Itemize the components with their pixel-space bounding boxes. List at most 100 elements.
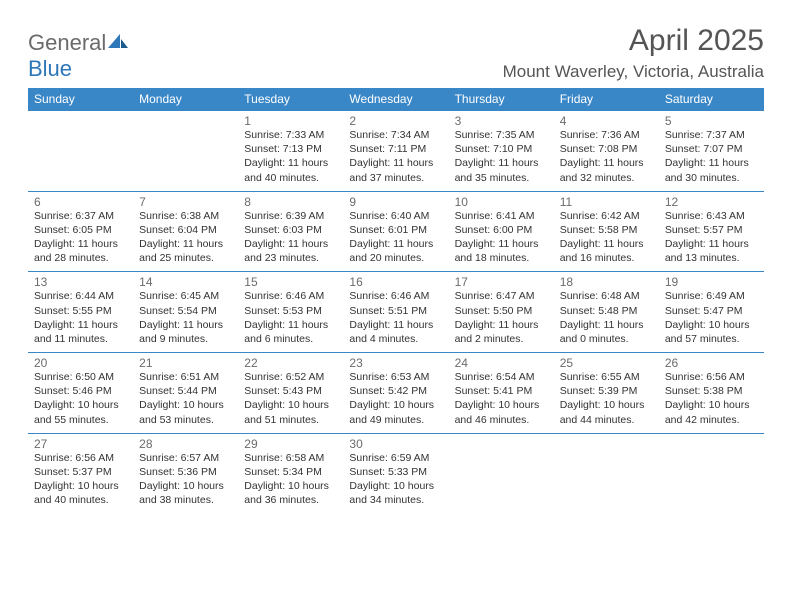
day-number-cell: 6 bbox=[28, 191, 133, 209]
daylight-text-2: and 44 minutes. bbox=[560, 413, 653, 427]
daylight-text-1: Daylight: 10 hours bbox=[455, 398, 548, 412]
month-title: April 2025 bbox=[503, 24, 764, 58]
sunset-text: Sunset: 6:03 PM bbox=[244, 223, 337, 237]
sunrise-text: Sunrise: 6:46 AM bbox=[349, 289, 442, 303]
daylight-text-2: and 4 minutes. bbox=[349, 332, 442, 346]
sunrise-text: Sunrise: 6:52 AM bbox=[244, 370, 337, 384]
day-data-cell: Sunrise: 6:46 AMSunset: 5:51 PMDaylight:… bbox=[343, 289, 448, 352]
daylight-text-2: and 46 minutes. bbox=[455, 413, 548, 427]
day-number-cell: 19 bbox=[659, 272, 764, 290]
day-number-cell: 28 bbox=[133, 433, 238, 451]
day-number-cell: 8 bbox=[238, 191, 343, 209]
daylight-text-2: and 18 minutes. bbox=[455, 251, 548, 265]
daylight-text-1: Daylight: 10 hours bbox=[34, 398, 127, 412]
day-data-cell: Sunrise: 6:59 AMSunset: 5:33 PMDaylight:… bbox=[343, 451, 448, 514]
daylight-text-2: and 38 minutes. bbox=[139, 493, 232, 507]
sunset-text: Sunset: 5:38 PM bbox=[665, 384, 758, 398]
day-data-cell: Sunrise: 6:41 AMSunset: 6:00 PMDaylight:… bbox=[449, 209, 554, 272]
sunset-text: Sunset: 6:04 PM bbox=[139, 223, 232, 237]
day-data-cell: Sunrise: 6:52 AMSunset: 5:43 PMDaylight:… bbox=[238, 370, 343, 433]
day-number-cell: 27 bbox=[28, 433, 133, 451]
day-number-cell: 24 bbox=[449, 353, 554, 371]
week-data-row: Sunrise: 6:44 AMSunset: 5:55 PMDaylight:… bbox=[28, 289, 764, 352]
sunrise-text: Sunrise: 6:58 AM bbox=[244, 451, 337, 465]
sunrise-text: Sunrise: 6:40 AM bbox=[349, 209, 442, 223]
sunset-text: Sunset: 7:07 PM bbox=[665, 142, 758, 156]
day-data-cell bbox=[28, 128, 133, 191]
day-data-cell: Sunrise: 6:43 AMSunset: 5:57 PMDaylight:… bbox=[659, 209, 764, 272]
sunset-text: Sunset: 5:43 PM bbox=[244, 384, 337, 398]
daylight-text-1: Daylight: 11 hours bbox=[139, 318, 232, 332]
day-data-cell: Sunrise: 6:44 AMSunset: 5:55 PMDaylight:… bbox=[28, 289, 133, 352]
day-number-cell: 1 bbox=[238, 111, 343, 129]
week-data-row: Sunrise: 6:56 AMSunset: 5:37 PMDaylight:… bbox=[28, 451, 764, 514]
daylight-text-1: Daylight: 10 hours bbox=[560, 398, 653, 412]
sunrise-text: Sunrise: 6:45 AM bbox=[139, 289, 232, 303]
daylight-text-1: Daylight: 11 hours bbox=[455, 237, 548, 251]
sunset-text: Sunset: 5:46 PM bbox=[34, 384, 127, 398]
day-number-cell: 21 bbox=[133, 353, 238, 371]
day-number-cell: 13 bbox=[28, 272, 133, 290]
day-number-cell bbox=[28, 111, 133, 129]
sunrise-text: Sunrise: 6:51 AM bbox=[139, 370, 232, 384]
daylight-text-2: and 13 minutes. bbox=[665, 251, 758, 265]
daylight-text-2: and 35 minutes. bbox=[455, 171, 548, 185]
day-number-cell: 22 bbox=[238, 353, 343, 371]
day-data-cell: Sunrise: 6:40 AMSunset: 6:01 PMDaylight:… bbox=[343, 209, 448, 272]
sunrise-text: Sunrise: 6:39 AM bbox=[244, 209, 337, 223]
day-data-cell: Sunrise: 7:33 AMSunset: 7:13 PMDaylight:… bbox=[238, 128, 343, 191]
day-number-cell bbox=[554, 433, 659, 451]
day-number-cell bbox=[133, 111, 238, 129]
day-number-cell: 26 bbox=[659, 353, 764, 371]
sunset-text: Sunset: 7:13 PM bbox=[244, 142, 337, 156]
day-number-cell: 18 bbox=[554, 272, 659, 290]
sunrise-text: Sunrise: 7:35 AM bbox=[455, 128, 548, 142]
daylight-text-1: Daylight: 11 hours bbox=[139, 237, 232, 251]
day-data-cell: Sunrise: 7:35 AMSunset: 7:10 PMDaylight:… bbox=[449, 128, 554, 191]
sunrise-text: Sunrise: 6:46 AM bbox=[244, 289, 337, 303]
daylight-text-1: Daylight: 10 hours bbox=[244, 479, 337, 493]
daylight-text-1: Daylight: 10 hours bbox=[139, 479, 232, 493]
weekday-header: Sunday bbox=[28, 88, 133, 111]
daylight-text-2: and 32 minutes. bbox=[560, 171, 653, 185]
daylight-text-1: Daylight: 10 hours bbox=[349, 398, 442, 412]
day-data-cell: Sunrise: 6:57 AMSunset: 5:36 PMDaylight:… bbox=[133, 451, 238, 514]
day-number-cell: 7 bbox=[133, 191, 238, 209]
daylight-text-2: and 9 minutes. bbox=[139, 332, 232, 346]
daylight-text-1: Daylight: 10 hours bbox=[244, 398, 337, 412]
weekday-header: Wednesday bbox=[343, 88, 448, 111]
sunrise-text: Sunrise: 6:53 AM bbox=[349, 370, 442, 384]
sunrise-text: Sunrise: 7:37 AM bbox=[665, 128, 758, 142]
sunrise-text: Sunrise: 6:55 AM bbox=[560, 370, 653, 384]
logo: General Blue bbox=[28, 30, 128, 82]
day-number-cell bbox=[659, 433, 764, 451]
daylight-text-2: and 25 minutes. bbox=[139, 251, 232, 265]
day-data-cell: Sunrise: 6:49 AMSunset: 5:47 PMDaylight:… bbox=[659, 289, 764, 352]
daylight-text-1: Daylight: 11 hours bbox=[244, 237, 337, 251]
day-number-cell: 11 bbox=[554, 191, 659, 209]
day-number-cell: 3 bbox=[449, 111, 554, 129]
day-number-cell: 23 bbox=[343, 353, 448, 371]
day-number-cell: 17 bbox=[449, 272, 554, 290]
day-data-cell: Sunrise: 7:34 AMSunset: 7:11 PMDaylight:… bbox=[343, 128, 448, 191]
daylight-text-2: and 40 minutes. bbox=[244, 171, 337, 185]
day-data-cell: Sunrise: 6:51 AMSunset: 5:44 PMDaylight:… bbox=[133, 370, 238, 433]
day-data-cell: Sunrise: 6:42 AMSunset: 5:58 PMDaylight:… bbox=[554, 209, 659, 272]
sunrise-text: Sunrise: 7:34 AM bbox=[349, 128, 442, 142]
day-number-cell: 16 bbox=[343, 272, 448, 290]
day-data-cell: Sunrise: 6:56 AMSunset: 5:38 PMDaylight:… bbox=[659, 370, 764, 433]
daylight-text-2: and 28 minutes. bbox=[34, 251, 127, 265]
sunset-text: Sunset: 5:44 PM bbox=[139, 384, 232, 398]
sunrise-text: Sunrise: 6:57 AM bbox=[139, 451, 232, 465]
daylight-text-2: and 11 minutes. bbox=[34, 332, 127, 346]
sunset-text: Sunset: 6:00 PM bbox=[455, 223, 548, 237]
daylight-text-2: and 42 minutes. bbox=[665, 413, 758, 427]
day-data-cell: Sunrise: 6:47 AMSunset: 5:50 PMDaylight:… bbox=[449, 289, 554, 352]
sunset-text: Sunset: 5:54 PM bbox=[139, 304, 232, 318]
daylight-text-1: Daylight: 10 hours bbox=[34, 479, 127, 493]
sunset-text: Sunset: 5:55 PM bbox=[34, 304, 127, 318]
daylight-text-2: and 49 minutes. bbox=[349, 413, 442, 427]
week-number-row: 27282930 bbox=[28, 433, 764, 451]
week-number-row: 12345 bbox=[28, 111, 764, 129]
day-data-cell: Sunrise: 6:39 AMSunset: 6:03 PMDaylight:… bbox=[238, 209, 343, 272]
